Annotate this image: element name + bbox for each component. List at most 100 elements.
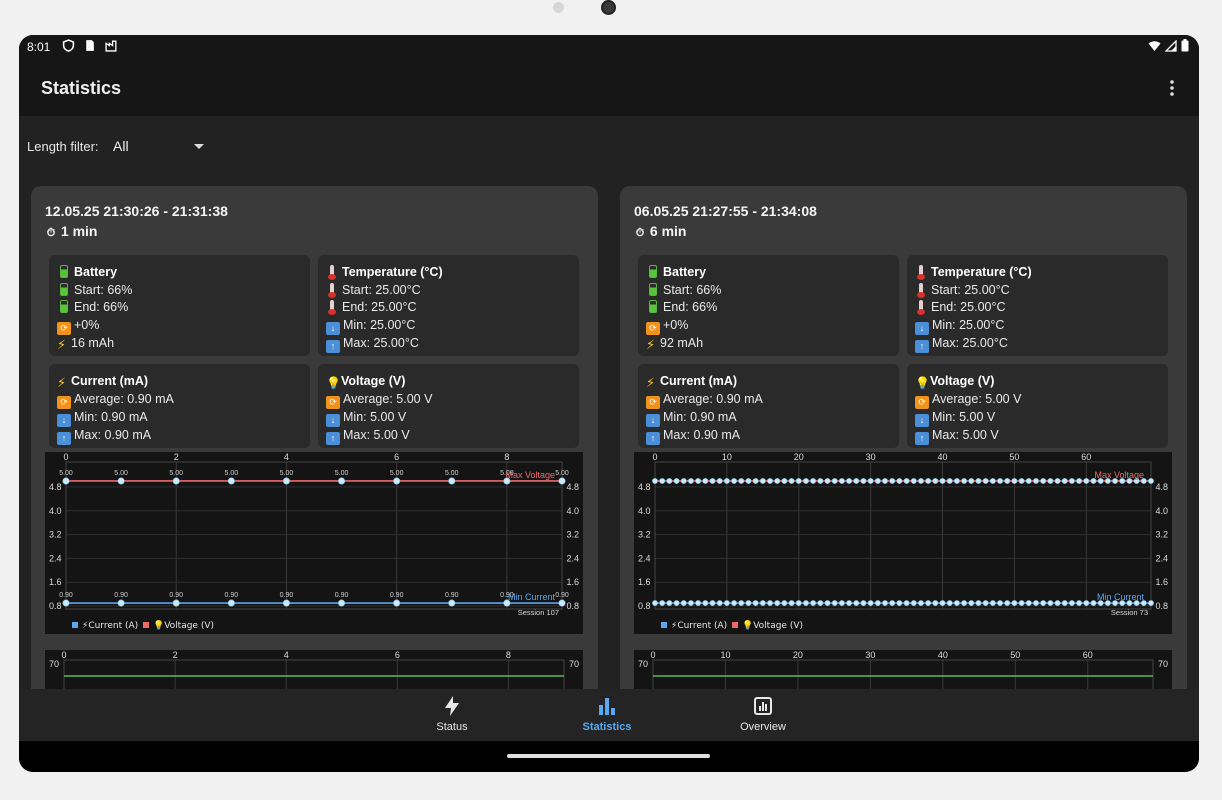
data-point xyxy=(752,478,759,484)
temperature-row-max: ↑ Max: 25.00°C xyxy=(326,335,571,353)
device-screen: 8:01 Statistics Length filter: All 12.05… xyxy=(19,35,1199,772)
data-point xyxy=(1025,478,1032,484)
data-point xyxy=(1025,600,1032,606)
battery-start: Start: 66% xyxy=(663,282,722,297)
battery-level-chart[interactable]: 0 10 20 30 40 50 60 70 70 xyxy=(634,650,1172,689)
data-point xyxy=(1148,478,1154,484)
data-label: 5.00 xyxy=(500,470,514,477)
y-tick-label-left: 2.4 xyxy=(638,553,651,563)
nav-item-overview[interactable]: Overview xyxy=(718,695,808,733)
data-point xyxy=(652,478,658,484)
data-point xyxy=(846,600,852,606)
chevron-down-icon[interactable] xyxy=(194,144,204,149)
nav-item-statistics[interactable]: Statistics xyxy=(562,695,652,733)
data-point xyxy=(172,599,180,607)
nav-item-status[interactable]: Status xyxy=(407,695,497,733)
data-point xyxy=(954,478,960,484)
data-point xyxy=(503,477,511,485)
x-tick-label: 30 xyxy=(865,650,875,660)
data-point xyxy=(652,600,658,606)
current-voltage-chart[interactable]: 0 2 4 6 8 0.8 0.8 1.6 1.6 2.4 2.4 3.2 3.2 4.0 4.0 4.8 4.… xyxy=(45,452,583,634)
arrow-up-icon: ↑ xyxy=(326,339,340,353)
session-duration: ⏱ 1 min xyxy=(45,223,98,240)
battery-level-chart-svg[interactable]: 0 2 4 6 8 70 70 xyxy=(45,650,583,689)
camera-sensor xyxy=(553,2,564,13)
data-point xyxy=(918,478,924,484)
x-tick-label: 10 xyxy=(722,452,732,462)
more-vert-icon[interactable] xyxy=(1169,79,1175,97)
nav-label-status: Status xyxy=(436,721,468,733)
data-label: 0.90 xyxy=(114,592,128,599)
y-tick-label-right: 1.6 xyxy=(566,577,579,587)
temperature-row-min: ↓ Min: 25.00°C xyxy=(326,317,571,335)
voltage-row-min: ↓ Min: 5.00 V xyxy=(326,409,571,427)
temperature-row-title: Temperature (°C) xyxy=(326,264,571,282)
current-row-average: ⟳ Average: 0.90 mA xyxy=(57,391,302,409)
stopwatch-icon: ⏱ xyxy=(46,227,56,239)
voltage-min: Min: 5.00 V xyxy=(932,409,996,424)
voltage-row-min: ↓ Min: 5.00 V xyxy=(915,409,1160,427)
data-point xyxy=(666,600,673,606)
statistics-content[interactable]: Length filter: All 12.05.25 21:30:26 - 2… xyxy=(19,116,1199,689)
plot-frame xyxy=(63,659,565,689)
data-point xyxy=(680,478,687,484)
legend-swatch-current xyxy=(72,622,78,628)
y-tick-label-left: 70 xyxy=(49,659,59,669)
session-chart[interactable]: 0 2 4 6 8 0.8 0.8 1.6 1.6 2.4 2.4 3.2 3.2 4.0 4.0 4.8 4.… xyxy=(45,452,583,634)
data-point xyxy=(1069,478,1075,484)
data-point xyxy=(1104,600,1111,606)
length-filter-label: Length filter: xyxy=(27,139,99,154)
data-point xyxy=(932,478,939,484)
battery-level-chart[interactable]: 0 2 4 6 8 70 70 xyxy=(45,650,583,689)
voltage-stats: 💡Voltage (V) ⟳ Average: 5.00 V ↓ Min: 5.00… xyxy=(318,364,579,448)
y-tick-label-left: 4.8 xyxy=(638,482,651,492)
battery-end: End: 66% xyxy=(663,300,718,314)
battery-level-chart-svg[interactable]: 0 10 20 30 40 50 60 70 70 xyxy=(634,650,1172,689)
session-card[interactable]: 06.05.25 21:27:55 - 21:34:08 ⏱ 6 min Bat… xyxy=(620,186,1187,689)
data-point xyxy=(803,478,809,484)
data-point xyxy=(946,478,953,484)
battery-icon xyxy=(60,300,68,313)
repeat-icon: ⟳ xyxy=(57,321,71,335)
data-point xyxy=(723,478,730,484)
data-point xyxy=(939,478,946,484)
thermometer-icon xyxy=(917,282,925,298)
temperature-row-min: ↓ Min: 25.00°C xyxy=(915,317,1160,335)
length-filter-select[interactable]: All xyxy=(113,138,129,154)
voltage-title: Voltage (V) xyxy=(930,374,995,388)
voltage-min: Min: 5.00 V xyxy=(343,409,407,424)
nav-label-overview: Overview xyxy=(740,721,786,733)
data-point xyxy=(1083,600,1090,606)
battery-icon xyxy=(649,282,657,296)
current-voltage-chart[interactable]: 0 10 20 30 40 50 60 0.8 0.8 1.6 1.6 2.4 2.4 3.2 3.2 4.0… xyxy=(634,452,1172,634)
home-gesture-handle[interactable] xyxy=(507,754,710,758)
front-camera xyxy=(601,0,616,15)
current-row-average: ⟳ Average: 0.90 mA xyxy=(646,391,891,409)
data-point xyxy=(1140,600,1147,606)
battery-end: End: 66% xyxy=(74,300,129,314)
x-tick-label: 50 xyxy=(1010,650,1020,660)
data-point xyxy=(1119,478,1126,484)
data-point xyxy=(774,600,781,606)
data-point xyxy=(932,600,939,606)
data-point xyxy=(227,599,235,607)
battery-delta: +0% xyxy=(663,317,689,332)
x-tick-label: 0 xyxy=(650,650,655,660)
data-point xyxy=(227,477,235,485)
data-point xyxy=(745,478,752,484)
data-point xyxy=(810,600,817,606)
temperature-row-max: ↑ Max: 25.00°C xyxy=(915,335,1160,353)
data-point xyxy=(172,477,180,485)
data-point xyxy=(867,600,874,606)
y-tick-label-right: 0.8 xyxy=(1155,601,1168,611)
data-point xyxy=(558,599,566,607)
data-point xyxy=(1047,600,1054,606)
current-row-title: ⚡ Current (mA) xyxy=(57,373,302,391)
y-tick-label-left: 1.6 xyxy=(49,577,62,587)
x-tick-label: 0 xyxy=(61,650,66,660)
session-chart[interactable]: 0 10 20 30 40 50 60 0.8 0.8 1.6 1.6 2.4 2.4 3.2 3.2 4.0… xyxy=(634,452,1172,634)
y-tick-label-left: 1.6 xyxy=(638,577,651,587)
thermometer-icon xyxy=(328,265,336,280)
session-card[interactable]: 12.05.25 21:30:26 - 21:31:38 ⏱ 1 min Bat… xyxy=(31,186,598,689)
temperature-title: Temperature (°C) xyxy=(931,265,1032,279)
